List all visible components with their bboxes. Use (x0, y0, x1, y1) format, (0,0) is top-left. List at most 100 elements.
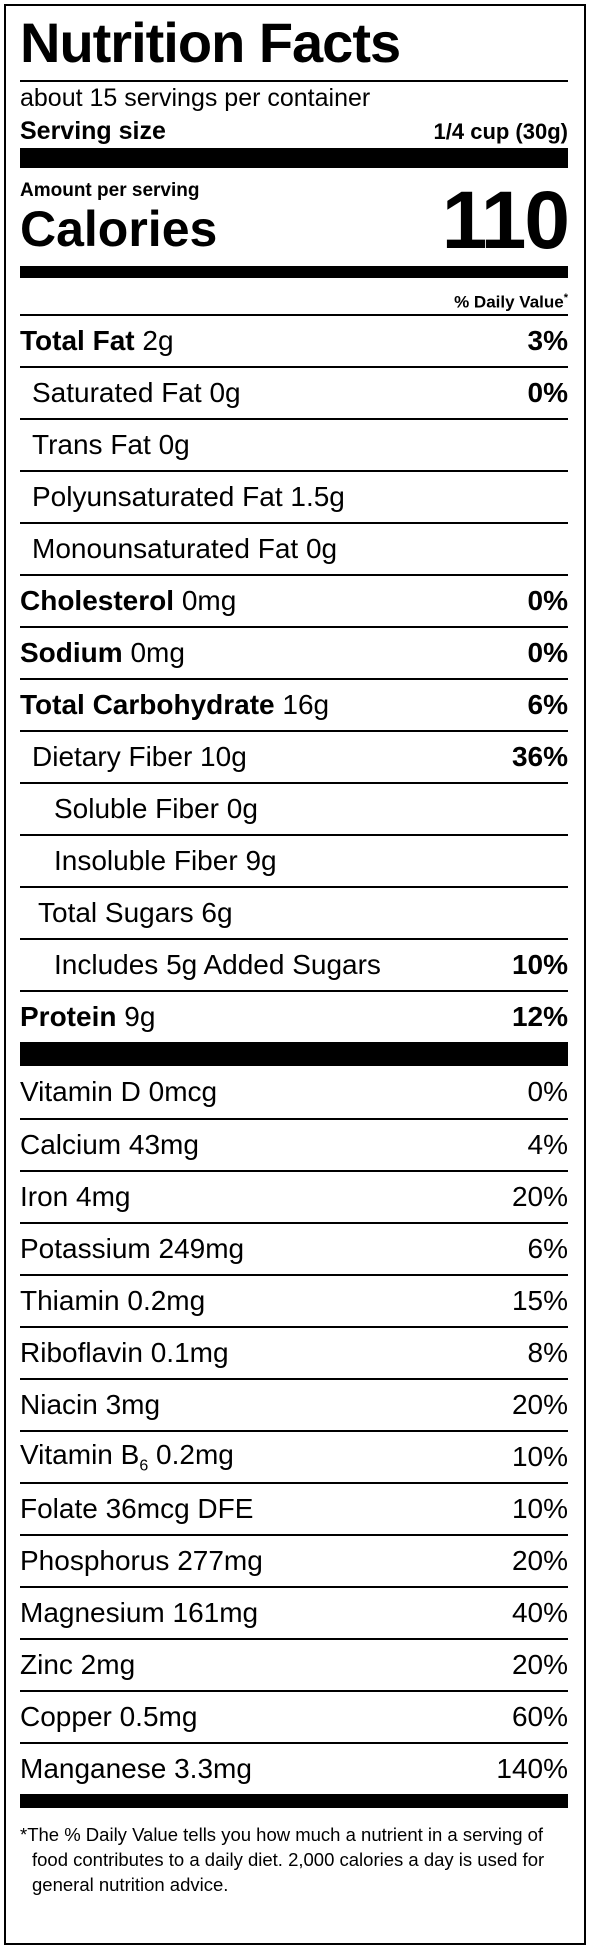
nutrient-amount: 0mg (130, 637, 185, 668)
vitamin-row: Calcium 43mg 4% (20, 1118, 568, 1170)
servings-per-container: about 15 servings per container (20, 84, 371, 112)
vitamin-name: Thiamin 0.2mg (20, 1285, 206, 1316)
nutrient-name: Cholesterol (20, 585, 175, 616)
vitamin-name: Potassium 249mg (20, 1233, 245, 1264)
vitamin-name: Magnesium 161mg (20, 1597, 259, 1628)
nutrient-name: Monounsaturated Fat (32, 533, 299, 564)
vitamin-amount: 0.2mg (148, 1438, 234, 1470)
vitamin-name: Riboflavin 0.1mg (20, 1337, 229, 1368)
vitamin-row: Zinc 2mg 20% (20, 1638, 568, 1690)
label-title: Nutrition Facts (20, 11, 401, 74)
vitamin-name: Iron 4mg (20, 1181, 131, 1212)
vitamin-dv: 10% (511, 1441, 568, 1472)
nutrient-name: Soluble Fiber (54, 793, 219, 824)
nutrient-amount: 0g (209, 377, 241, 408)
vitamin-dv: 4% (527, 1129, 568, 1160)
vitamin-row: Thiamin 0.2mg 15% (20, 1274, 568, 1326)
vitamin-row: Copper 0.5mg 60% (20, 1690, 568, 1742)
nutrient-row: Protein 9g 12% (20, 990, 568, 1042)
nutrient-list: Total Fat 2g 3% Saturated Fat 0g 0% Tran… (20, 314, 568, 1042)
vitamin-name: Manganese 3.3mg (20, 1753, 252, 1784)
vitamin-row: Folate 36mcg DFE 10% (20, 1482, 568, 1534)
nutrient-row: Total Sugars 6g (20, 886, 568, 938)
nutrient-amount: 6g (201, 897, 233, 928)
vitamin-name: Calcium 43mg (20, 1129, 199, 1160)
nutrient-dv: 36% (511, 741, 568, 772)
divider-thick (20, 1042, 568, 1066)
vitamin-row: Iron 4mg 20% (20, 1170, 568, 1222)
nutrient-amount: 0g (226, 793, 258, 824)
daily-value-header: % Daily Value* (20, 278, 568, 314)
nutrient-name: Sodium (20, 637, 123, 668)
nutrient-row: Total Fat 2g 3% (20, 314, 568, 366)
nutrient-row: Cholesterol 0mg 0% (20, 574, 568, 626)
vitamin-row: Riboflavin 0.1mg 8% (20, 1326, 568, 1378)
nutrient-name: Total Sugars (38, 897, 194, 928)
nutrient-name: Dietary Fiber (32, 741, 193, 772)
nutrient-amount: 2g (142, 325, 174, 356)
nutrient-amount: 1.5g (290, 481, 345, 512)
daily-value-header-text: % Daily Value (454, 292, 564, 312)
nutrient-row: Polyunsaturated Fat 1.5g (20, 470, 568, 522)
nutrient-name: Polyunsaturated Fat (32, 481, 283, 512)
vitamin-row: Potassium 249mg 6% (20, 1222, 568, 1274)
vitamin-row: Niacin 3mg 20% (20, 1378, 568, 1430)
vitamin-row: Manganese 3.3mg 140% (20, 1742, 568, 1794)
vitamin-subscript: 6 (139, 1457, 149, 1475)
nutrient-dv: 6% (527, 689, 568, 720)
vitamin-dv: 20% (511, 1181, 568, 1212)
nutrient-amount: 9g (245, 845, 277, 876)
nutrient-row: Includes 5g Added Sugars 10% (20, 938, 568, 990)
vitamin-name: Vitamin D 0mcg (20, 1076, 218, 1107)
calories-value: 110 (441, 175, 570, 266)
serving-size-value: 1/4 cup (30g) (433, 119, 568, 144)
nutrient-row: Insoluble Fiber 9g (20, 834, 568, 886)
vitamin-dv: 20% (511, 1545, 568, 1576)
nutrient-name: Saturated Fat (32, 377, 202, 408)
nutrient-row: Saturated Fat 0g 0% (20, 366, 568, 418)
nutrient-row: Trans Fat 0g (20, 418, 568, 470)
serving-size-label: Serving size (20, 117, 166, 145)
nutrient-dv: 12% (511, 1001, 568, 1032)
vitamin-dv: 10% (511, 1493, 568, 1524)
nutrient-dv: 0% (527, 585, 568, 616)
nutrient-row: Sodium 0mg 0% (20, 626, 568, 678)
vitamin-dv: 8% (527, 1337, 568, 1368)
label-border (4, 4, 586, 1945)
label-content: Nutrition Facts about 15 servings per co… (20, 8, 570, 1897)
divider (20, 80, 568, 82)
vitamin-row: Vitamin B6 0.2mg 10% (20, 1430, 568, 1482)
daily-value-mark: * (563, 292, 568, 304)
nutrient-amount: 16g (282, 689, 330, 720)
vitamin-dv: 60% (511, 1701, 568, 1732)
nutrient-amount: 0g (158, 429, 190, 460)
vitamin-list: Vitamin D 0mcg 0% Calcium 43mg 4% Iron 4… (20, 1066, 568, 1794)
vitamin-name: Copper 0.5mg (20, 1701, 198, 1732)
vitamin-name: Vitamin B (20, 1438, 140, 1470)
divider-thick (20, 148, 568, 168)
nutrient-amount: 9g (124, 1001, 156, 1032)
divider-thick (20, 266, 568, 278)
serving-size-row: Serving size 1/4 cup (30g) (20, 114, 568, 148)
nutrient-row: Monounsaturated Fat 0g (20, 522, 568, 574)
nutrient-row: Soluble Fiber 0g (20, 782, 568, 834)
nutrient-name: Total Carbohydrate (20, 689, 275, 720)
vitamin-dv: 6% (527, 1233, 568, 1264)
nutrient-amount: 0g (305, 533, 338, 564)
vitamin-dv: 20% (511, 1389, 568, 1420)
vitamin-row: Magnesium 161mg 40% (20, 1586, 568, 1638)
vitamin-dv: 40% (511, 1597, 568, 1628)
vitamin-dv: 15% (511, 1285, 568, 1316)
nutrient-name: Includes 5g Added Sugars (54, 949, 381, 980)
nutrient-name: Protein (20, 1001, 117, 1032)
nutrient-amount: 0mg (181, 585, 237, 616)
vitamin-dv: 20% (511, 1649, 568, 1680)
nutrient-dv: 10% (511, 949, 568, 980)
vitamin-name: Zinc 2mg (20, 1649, 136, 1680)
calories-label: Calories (20, 201, 218, 257)
vitamin-name: Niacin 3mg (20, 1389, 161, 1420)
nutrient-dv: 0% (527, 377, 568, 408)
nutrient-row: Dietary Fiber 10g 36% (20, 730, 568, 782)
nutrient-dv: 3% (527, 325, 568, 356)
